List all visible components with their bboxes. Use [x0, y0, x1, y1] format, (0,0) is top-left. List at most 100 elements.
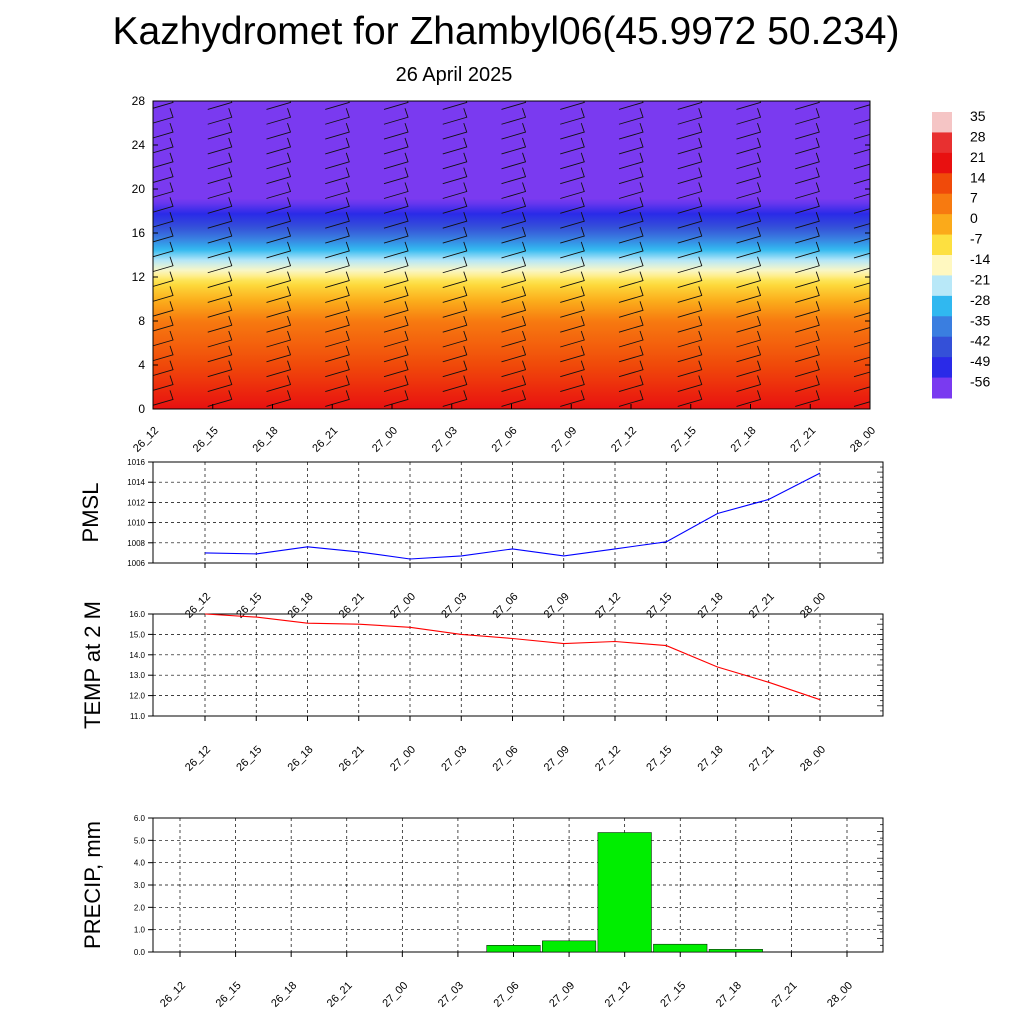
- wind-barb: [853, 223, 870, 229]
- wind-barb: [442, 375, 468, 392]
- wind-barb: [501, 101, 527, 110]
- wind-barb: [266, 286, 292, 303]
- wind-barb: [795, 197, 820, 214]
- x-tick-label: 28_00: [798, 744, 828, 774]
- wind-barb: [325, 360, 350, 378]
- wind-barb: [795, 167, 820, 185]
- wind-barb: [736, 330, 762, 348]
- heatmap-x-tick-label: 26_18: [251, 425, 281, 455]
- wind-barb: [153, 375, 174, 391]
- wind-barb: [795, 286, 820, 303]
- wind-barb: [266, 330, 292, 348]
- wind-barb: [560, 182, 585, 199]
- wind-barb: [501, 108, 527, 125]
- wind-barb: [677, 301, 703, 318]
- wind-barb: [618, 137, 644, 155]
- wind-barb: [618, 256, 644, 274]
- wind-barb: [560, 345, 585, 363]
- wind-barb: [325, 375, 350, 392]
- wind-barb: [677, 360, 703, 378]
- heatmap-x-tick-label: 26_21: [310, 425, 340, 455]
- x-tick-label: 26_12: [158, 980, 188, 1010]
- wind-barb: [677, 375, 703, 392]
- wind-barb: [560, 360, 585, 378]
- wind-barb: [618, 330, 644, 348]
- wind-barb: [207, 271, 233, 289]
- wind-barb: [325, 345, 350, 363]
- wind-barb: [795, 256, 820, 274]
- wind-barb: [383, 301, 409, 318]
- y-tick-label: 5.0: [134, 836, 146, 845]
- y-axis-label: TEMP at 2 M: [80, 601, 105, 729]
- wind-barb: [736, 122, 762, 140]
- wind-barb: [795, 137, 820, 155]
- wind-barb: [618, 286, 644, 303]
- wind-barb: [501, 241, 527, 259]
- wind-barb: [207, 375, 233, 392]
- wind-barb: [677, 286, 703, 303]
- colorbar-segment: [932, 295, 952, 317]
- y-tick-label: 11.0: [130, 712, 146, 721]
- wind-barb: [207, 316, 233, 333]
- precip-bar: [708, 949, 763, 953]
- wind-barb: [618, 316, 644, 333]
- colorbar-segment: [932, 275, 952, 297]
- x-tick-label: 27_03: [436, 980, 466, 1010]
- x-tick-label: 26_18: [269, 980, 299, 1010]
- heatmap-y-tick-label: 0: [138, 402, 145, 416]
- wind-barb: [266, 271, 292, 289]
- wind-barb: [266, 167, 292, 185]
- cross-section-heatmap: 0 4 8 12 16 20 24 28 26_12 26_15 26_18 26_21 27_00 27…: [131, 94, 878, 455]
- x-tick-label: 26_21: [337, 591, 367, 621]
- wind-barb: [153, 226, 174, 243]
- wind-barb: [383, 271, 409, 289]
- wind-barb: [325, 226, 350, 244]
- wind-barb: [501, 256, 527, 274]
- wind-barb: [383, 375, 409, 392]
- wind-barb: [736, 182, 762, 199]
- wind-barb: [501, 226, 527, 244]
- wind-barb: [207, 101, 233, 110]
- wind-barb: [383, 345, 409, 363]
- wind-barb: [501, 271, 527, 289]
- wind-barb: [736, 226, 762, 244]
- wind-barb: [736, 212, 762, 229]
- wind-barb: [736, 345, 762, 363]
- x-tick-label: 26_12: [183, 744, 213, 774]
- wind-barb: [853, 163, 870, 170]
- wind-barb: [795, 108, 820, 125]
- wind-barb: [795, 101, 820, 110]
- x-tick-label: 27_03: [439, 744, 469, 774]
- wind-barb: [795, 301, 820, 318]
- wind-barb: [560, 286, 585, 303]
- y-tick-label: 1010: [127, 519, 145, 528]
- wind-barb: [325, 122, 350, 140]
- wind-barb: [153, 316, 174, 332]
- wind-barb: [501, 152, 527, 170]
- heatmap-y-tick-label: 20: [132, 182, 146, 196]
- wind-barb: [853, 401, 870, 407]
- colorbar-segment: [932, 173, 952, 195]
- wind-barb: [442, 286, 468, 303]
- wind-barb: [383, 316, 409, 333]
- wind-barb: [736, 101, 762, 110]
- wind-barb: [560, 101, 585, 110]
- heatmap-y-tick-label: 12: [132, 270, 146, 284]
- wind-barb: [442, 182, 468, 199]
- heatmap-x-tick-label: 27_21: [788, 425, 818, 455]
- wind-barb: [442, 271, 468, 289]
- x-tick-label: 27_12: [593, 591, 623, 621]
- wind-barb: [266, 360, 292, 378]
- wind-barb: [266, 152, 292, 170]
- wind-barb: [677, 101, 703, 110]
- wind-barb: [207, 390, 233, 407]
- wind-barb: [736, 167, 762, 185]
- wind-barb: [560, 375, 585, 392]
- wind-barb: [677, 345, 703, 363]
- x-tick-label: 27_18: [714, 980, 744, 1010]
- wind-barb: [677, 152, 703, 170]
- wind-barb: [383, 122, 409, 140]
- wind-barb: [266, 301, 292, 318]
- temp-2m-chart: 11.0 12.0 13.0 14.0 15.0 16.0 26_12 26_15 26_18 2…: [80, 601, 884, 774]
